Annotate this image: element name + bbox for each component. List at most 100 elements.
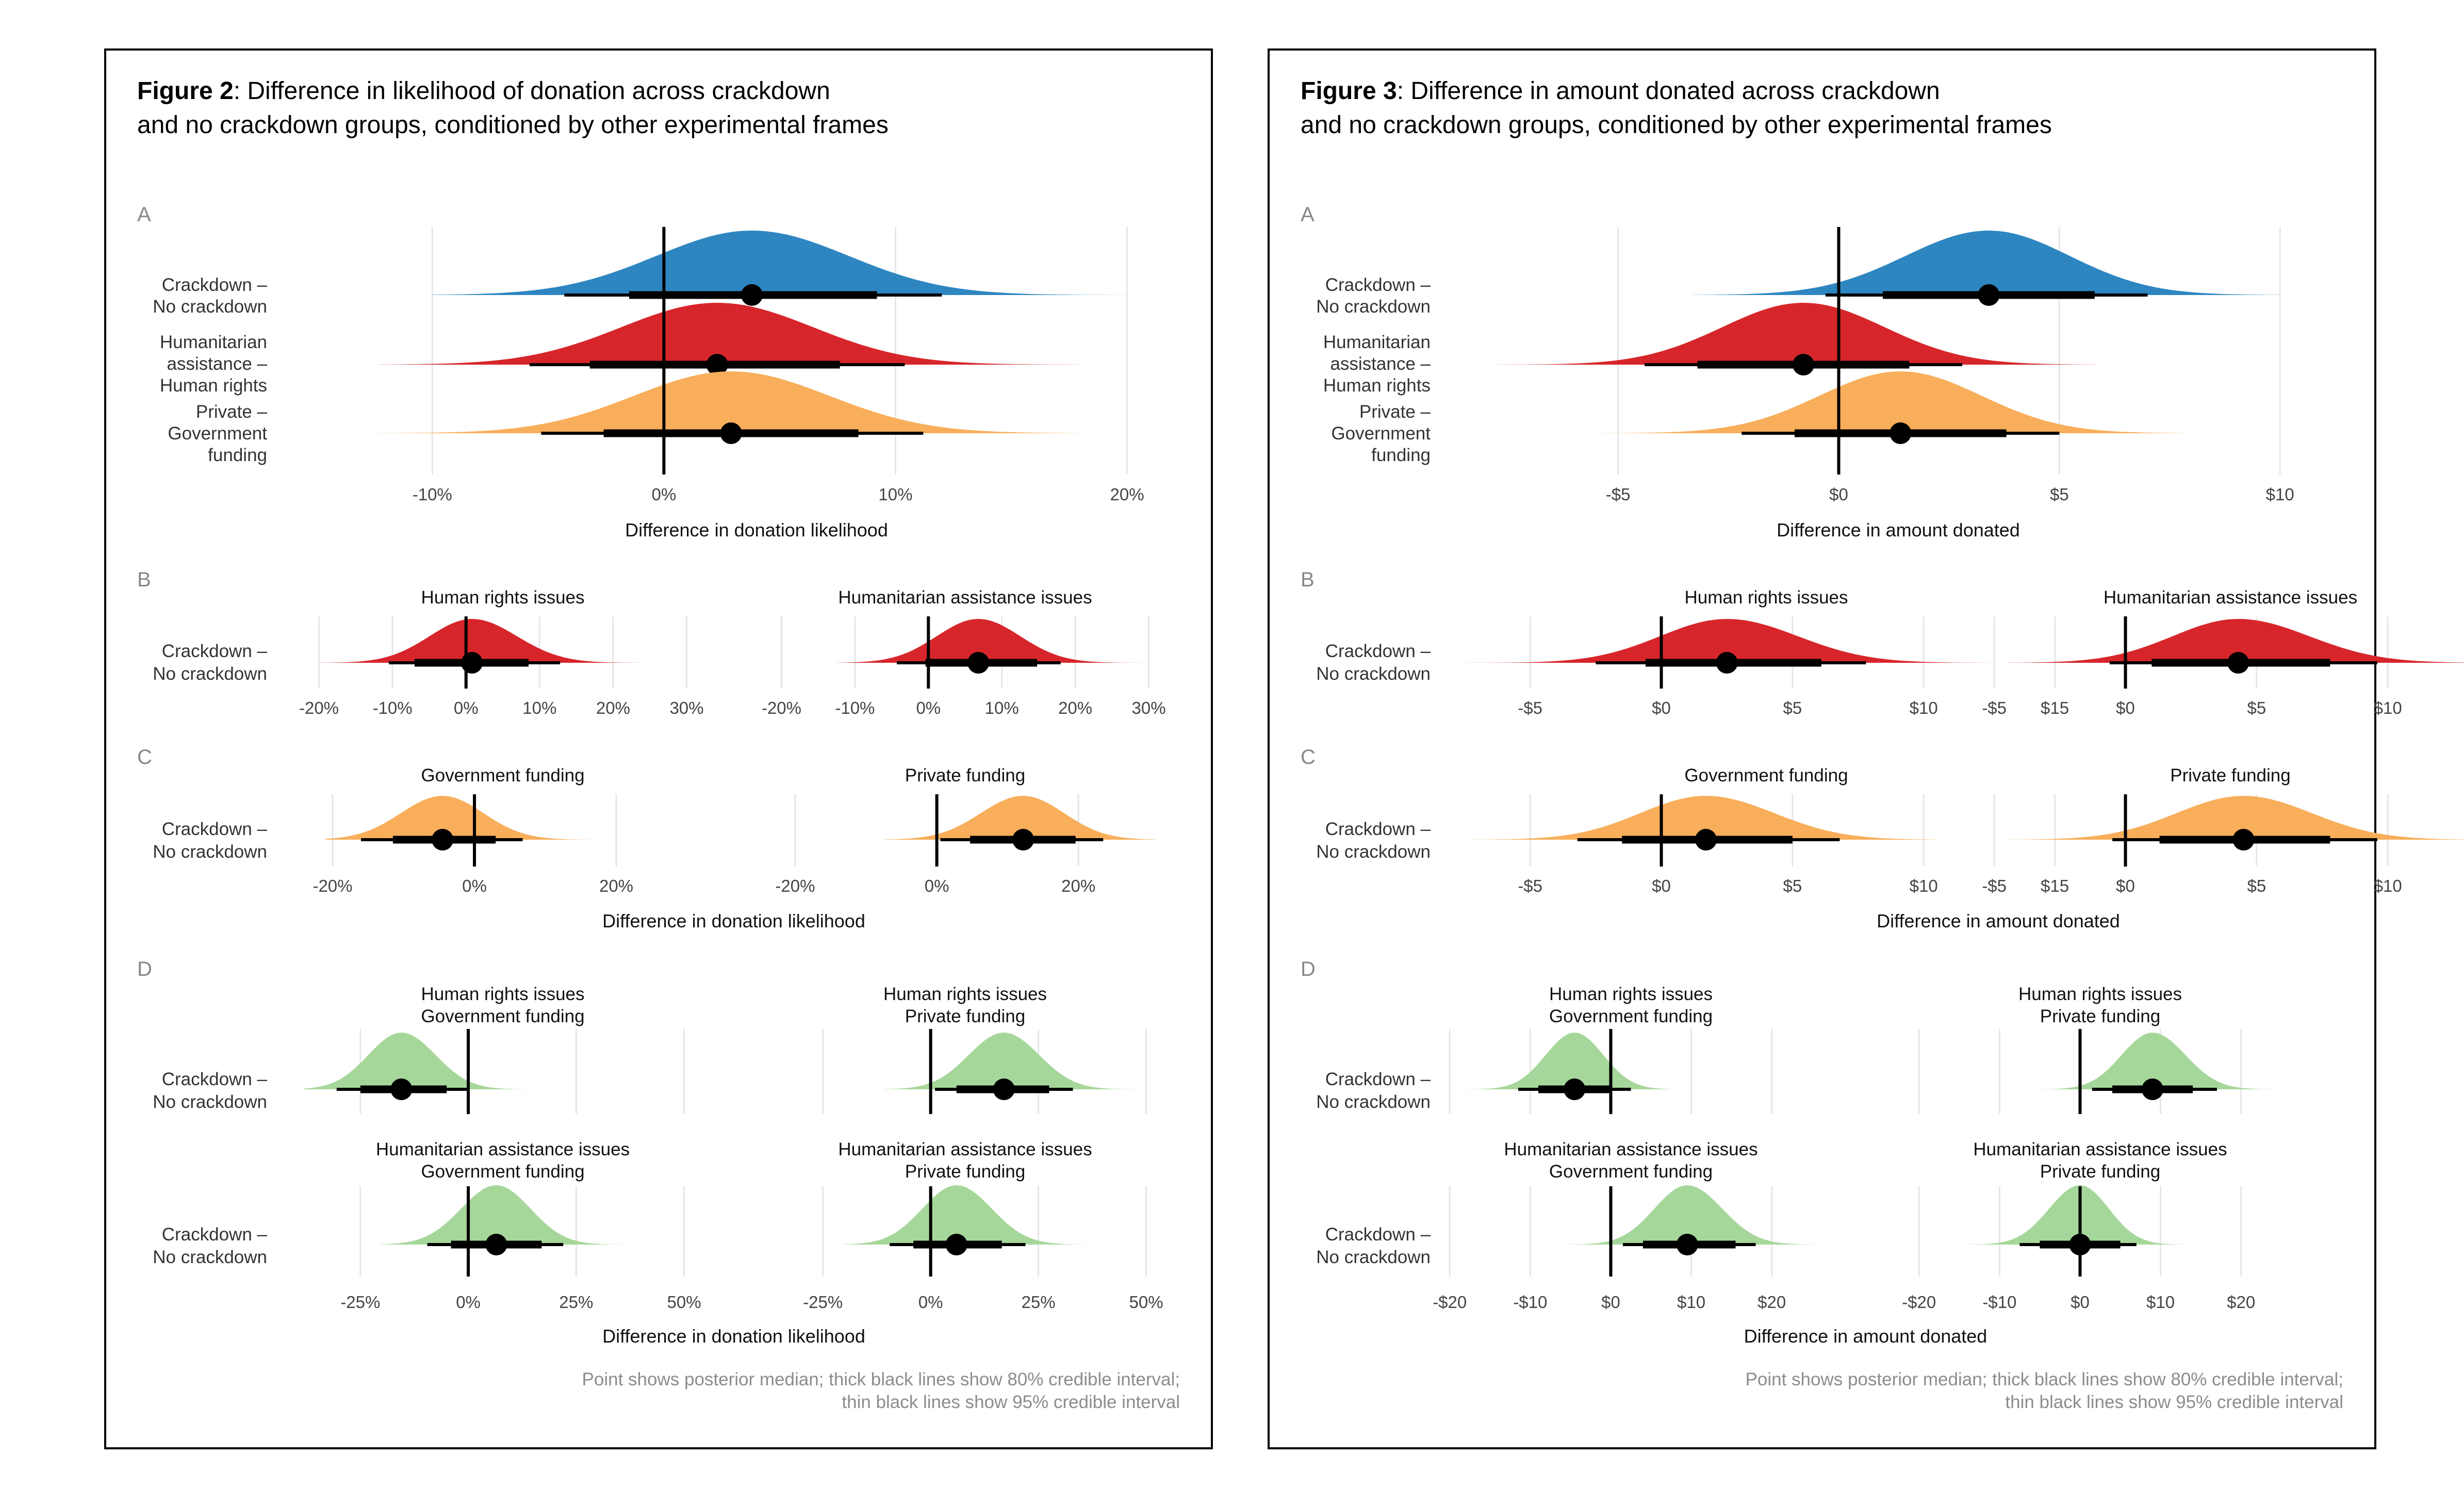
y-category-label: No crackdown (1316, 664, 1431, 684)
figure-fig3: Figure 3: Difference in amount donated a… (1268, 48, 2464, 1449)
series-0-0 (1693, 231, 2280, 306)
facet-title: Human rights issues (421, 587, 584, 608)
facet: Government funding Crackdown – No crackdow… (1316, 765, 2069, 895)
x-tick-label: -10% (413, 485, 452, 504)
x-tick-label: $5 (2247, 698, 2266, 717)
density-red (1438, 619, 1990, 663)
density-blue (432, 231, 1127, 295)
x-tick-label: -25% (803, 1293, 843, 1312)
facet-title: Human rights issues (2018, 984, 2182, 1004)
facet-d-2: Humanitarian assistance issues Government… (153, 1139, 701, 1312)
facet-d-2: Humanitarian assistance issues Government… (1316, 1139, 1820, 1312)
y-category-label: Crackdown – (162, 275, 268, 295)
y-category-label: Crackdown – (1325, 1069, 1431, 1089)
series-0-2 (1600, 371, 2183, 444)
facet-title: Private funding (905, 765, 1025, 786)
series-0-0 (319, 619, 639, 674)
series-2-0 (382, 1185, 628, 1255)
x-tick-label: 10% (878, 485, 912, 504)
x-tick-label: $10 (1910, 698, 1938, 717)
x-tick-label: $0 (1652, 698, 1671, 717)
y-category-label: No crackdown (1316, 297, 1431, 317)
x-tick-label: $0 (1652, 876, 1671, 895)
y-category-label: Humanitarian (1323, 332, 1431, 352)
x-tick-label: $10 (2146, 1293, 2175, 1312)
x-tick-label: $10 (1677, 1293, 1705, 1312)
series-0-2 (379, 371, 1079, 444)
facet-d-3: Humanitarian assistance issues Private fu… (803, 1139, 1163, 1312)
facet-title: Humanitarian assistance issues (1504, 1139, 1757, 1159)
facet: Government funding Crackdown – No crackdow… (153, 765, 633, 895)
series-3-0 (844, 1185, 1086, 1255)
x-tick-label: $10 (2374, 698, 2402, 717)
x-tick-label: 0% (652, 485, 677, 504)
x-tick-label: 50% (1129, 1293, 1163, 1312)
y-category-label: Humanitarian (160, 332, 267, 352)
facet-title: Humanitarian assistance issues (838, 587, 1092, 608)
x-tick-label: 20% (1061, 876, 1095, 895)
facet: Private funding -20% 0% 20% (775, 765, 1157, 895)
facet: Private funding -$5 $0 $5 $10 $15 (1982, 765, 2464, 895)
median-point (1793, 354, 1815, 375)
x-tick-label: -20% (775, 876, 815, 895)
facet: Crackdown –No crackdown Humanitarianassis… (153, 227, 1144, 504)
x-tick-label: -20% (299, 698, 339, 717)
facet-title: Government funding (421, 765, 584, 786)
x-tick-label: $10 (2374, 876, 2402, 895)
x-tick-label: -$5 (1982, 698, 2007, 717)
y-category-label: Crackdown – (162, 819, 268, 839)
x-tick-label: 10% (985, 698, 1019, 717)
panel-tag: B (137, 568, 151, 591)
y-category-label: Crackdown – (162, 1224, 268, 1245)
x-tick-label: 30% (1131, 698, 1165, 717)
facet-title: Humanitarian assistance issues (376, 1139, 630, 1159)
y-category-label: Crackdown – (1325, 819, 1431, 839)
facet: Humanitarian assistance issues -20% -10% 0%… (762, 587, 1166, 717)
figure-border (1268, 48, 2376, 1449)
y-category-label: Private – (196, 402, 268, 422)
series-2-0 (1562, 1185, 1820, 1255)
median-point (1564, 1078, 1586, 1100)
density-orange (883, 796, 1157, 840)
facet-title: Government funding (1549, 1006, 1713, 1026)
x-axis-title: Difference in amount donated (1877, 910, 2120, 931)
panel-tag: C (137, 746, 152, 769)
series-0-1 (1494, 303, 2095, 375)
y-category-label: No crackdown (1316, 1247, 1431, 1267)
density-orange (2007, 796, 2464, 840)
x-tick-label: $15 (2041, 698, 2069, 717)
panel-C: C Government funding Crackdown – No crackdo… (137, 746, 1157, 931)
x-tick-label: 0% (925, 876, 949, 895)
panel-tag: A (137, 203, 151, 226)
x-tick-label: -20% (313, 876, 352, 895)
facet-title: Humanitarian assistance issues (838, 1139, 1092, 1159)
median-point (2232, 829, 2255, 851)
median-point (461, 652, 483, 674)
facet-title: Humanitarian assistance issues (2104, 587, 2357, 608)
median-point (1695, 829, 1717, 851)
panel-A: A Crackdown –No crackdown Humanitarianassi… (137, 203, 1144, 541)
median-point (967, 652, 990, 674)
median-point (1012, 829, 1034, 851)
x-tick-label: -10% (373, 698, 413, 717)
series-1-0 (836, 619, 1153, 674)
facet: Humanitarian assistance issues -$5 $0 $5 $10… (1982, 587, 2464, 717)
facet-title: Human rights issues (1549, 984, 1713, 1004)
y-category-label: Government (1331, 423, 1431, 444)
x-tick-label: 0% (916, 698, 941, 717)
y-category-label: No crackdown (153, 842, 267, 862)
x-tick-label: -$5 (1606, 485, 1631, 504)
series-1-0 (2040, 1033, 2274, 1100)
median-point (741, 284, 763, 306)
facet-title: Government funding (421, 1162, 584, 1182)
facet-title: Private funding (2170, 765, 2290, 786)
density-green (1466, 1033, 1675, 1089)
x-tick-label: 25% (559, 1293, 593, 1312)
density-green (1562, 1185, 1820, 1245)
median-point (2227, 652, 2249, 674)
density-orange (1600, 371, 2183, 433)
series-1-0 (883, 1033, 1155, 1100)
x-tick-label: $15 (2041, 876, 2069, 895)
